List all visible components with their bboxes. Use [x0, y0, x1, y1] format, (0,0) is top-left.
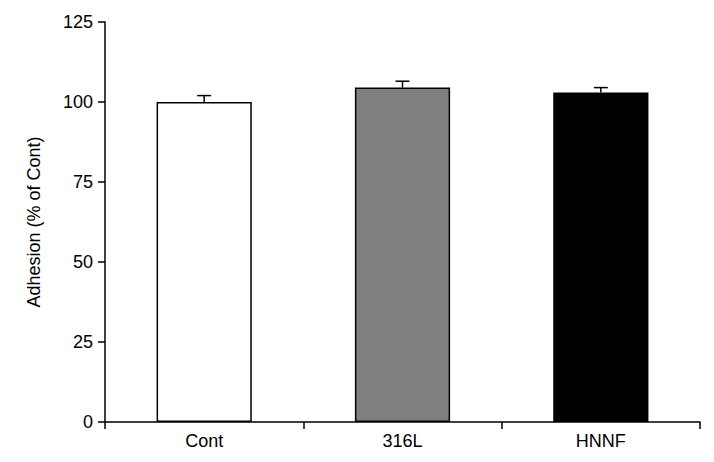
svg-text:0: 0: [83, 412, 93, 432]
svg-text:75: 75: [73, 172, 93, 192]
svg-text:316L: 316L: [382, 431, 422, 451]
svg-text:50: 50: [73, 252, 93, 272]
svg-text:Adhesion (% of Cont): Adhesion (% of Cont): [24, 136, 44, 307]
svg-text:25: 25: [73, 332, 93, 352]
svg-text:HNNF: HNNF: [576, 431, 626, 451]
svg-text:100: 100: [63, 92, 93, 112]
svg-text:125: 125: [63, 12, 93, 32]
svg-text:Cont: Cont: [185, 431, 223, 451]
